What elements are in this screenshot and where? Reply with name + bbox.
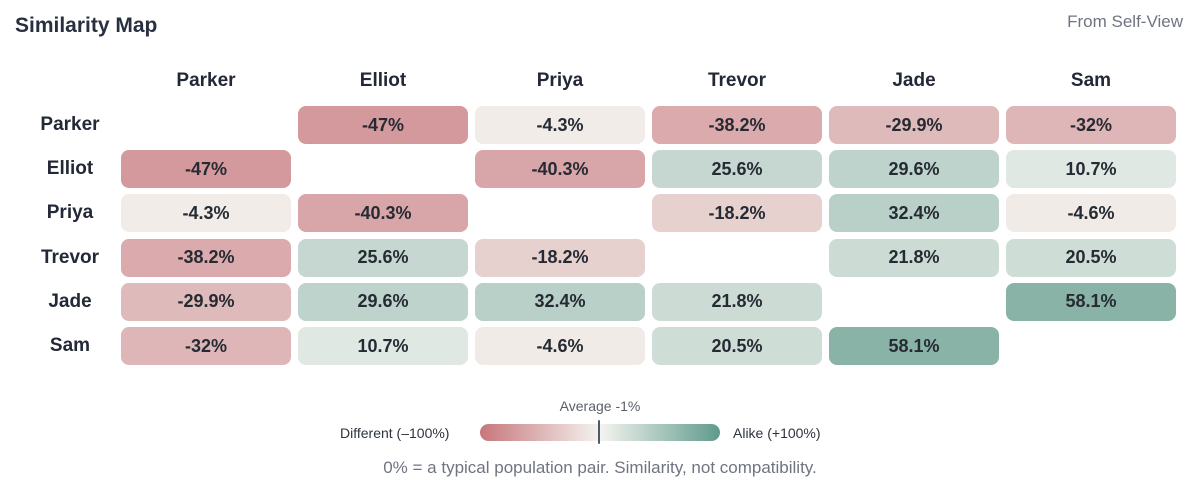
heatmap-cell-sam-elliot[interactable]: 10.7%	[298, 327, 468, 365]
legend-left-label: Different (–100%)	[340, 425, 450, 441]
heatmap-cell-trevor-priya[interactable]: -18.2%	[475, 238, 645, 277]
heatmap-cell-sam-priya[interactable]: -4.6%	[475, 327, 645, 365]
heatmap-cell-parker-priya[interactable]: -4.3%	[475, 106, 645, 144]
heatmap-cell-parker-sam[interactable]: -32%	[1006, 106, 1176, 144]
legend-average-marker	[597, 420, 600, 444]
legend-right-label: Alike (+100%)	[733, 425, 821, 441]
row-label-elliot: Elliot	[46, 158, 94, 180]
heatmap-cell-trevor-parker[interactable]: -38.2%	[121, 238, 291, 277]
heatmap-cell-priya-sam[interactable]: -4.6%	[1006, 194, 1176, 233]
heatmap-cell-elliot-parker[interactable]: -47%	[121, 150, 291, 189]
heatmap-cell-jade-elliot[interactable]: 29.6%	[298, 282, 468, 321]
heatmap-cell-priya-trevor[interactable]: -18.2%	[652, 194, 822, 233]
heatmap-cell-elliot-priya[interactable]: -40.3%	[475, 150, 645, 189]
column-label-priya: Priya	[536, 70, 584, 91]
heatmap-cell-elliot-jade[interactable]: 29.6%	[829, 150, 999, 189]
heatmap-cell-trevor-sam[interactable]: 20.5%	[1006, 238, 1176, 277]
row-label-priya: Priya	[46, 202, 94, 224]
heatmap-cell-elliot-trevor[interactable]: 25.6%	[652, 150, 822, 189]
column-label-elliot: Elliot	[359, 70, 407, 91]
heatmap-cell-jade-sam[interactable]: 58.1%	[1006, 282, 1176, 321]
heatmap-cell-jade-priya[interactable]: 32.4%	[475, 282, 645, 321]
heatmap-cell-parker-jade[interactable]: -29.9%	[829, 106, 999, 144]
legend-average-label: Average -1%	[559, 398, 641, 414]
heatmap-cell-jade-trevor[interactable]: 21.8%	[652, 282, 822, 321]
heatmap-cell-trevor-jade[interactable]: 21.8%	[829, 238, 999, 277]
footnote: 0% = a typical population pair. Similari…	[383, 458, 817, 477]
view-selector[interactable]: From Self-View	[1067, 12, 1183, 31]
heatmap-cell-parker-trevor[interactable]: -38.2%	[652, 106, 822, 144]
column-label-trevor: Trevor	[707, 70, 767, 91]
heatmap-cell-sam-parker[interactable]: -32%	[121, 327, 291, 365]
heatmap-cell-priya-elliot[interactable]: -40.3%	[298, 194, 468, 233]
row-label-sam: Sam	[49, 335, 91, 356]
column-label-jade: Jade	[892, 70, 936, 91]
heatmap-cell-jade-parker[interactable]: -29.9%	[121, 282, 291, 321]
heatmap-cell-sam-jade[interactable]: 58.1%	[829, 327, 999, 365]
heatmap-cell-trevor-elliot[interactable]: 25.6%	[298, 238, 468, 277]
chart-title: Similarity Map	[15, 14, 158, 37]
heatmap-cell-priya-jade[interactable]: 32.4%	[829, 194, 999, 233]
row-label-parker: Parker	[40, 114, 100, 135]
row-label-jade: Jade	[48, 290, 92, 312]
heatmap-cell-elliot-sam[interactable]: 10.7%	[1006, 150, 1176, 189]
column-label-parker: Parker	[176, 70, 236, 91]
column-label-sam: Sam	[1070, 70, 1112, 91]
heatmap-cell-sam-trevor[interactable]: 20.5%	[652, 327, 822, 365]
row-label-trevor: Trevor	[40, 246, 100, 268]
heatmap-cell-parker-elliot[interactable]: -47%	[298, 106, 468, 144]
heatmap-cell-priya-parker[interactable]: -4.3%	[121, 194, 291, 233]
legend-gradient-bar	[480, 424, 720, 441]
